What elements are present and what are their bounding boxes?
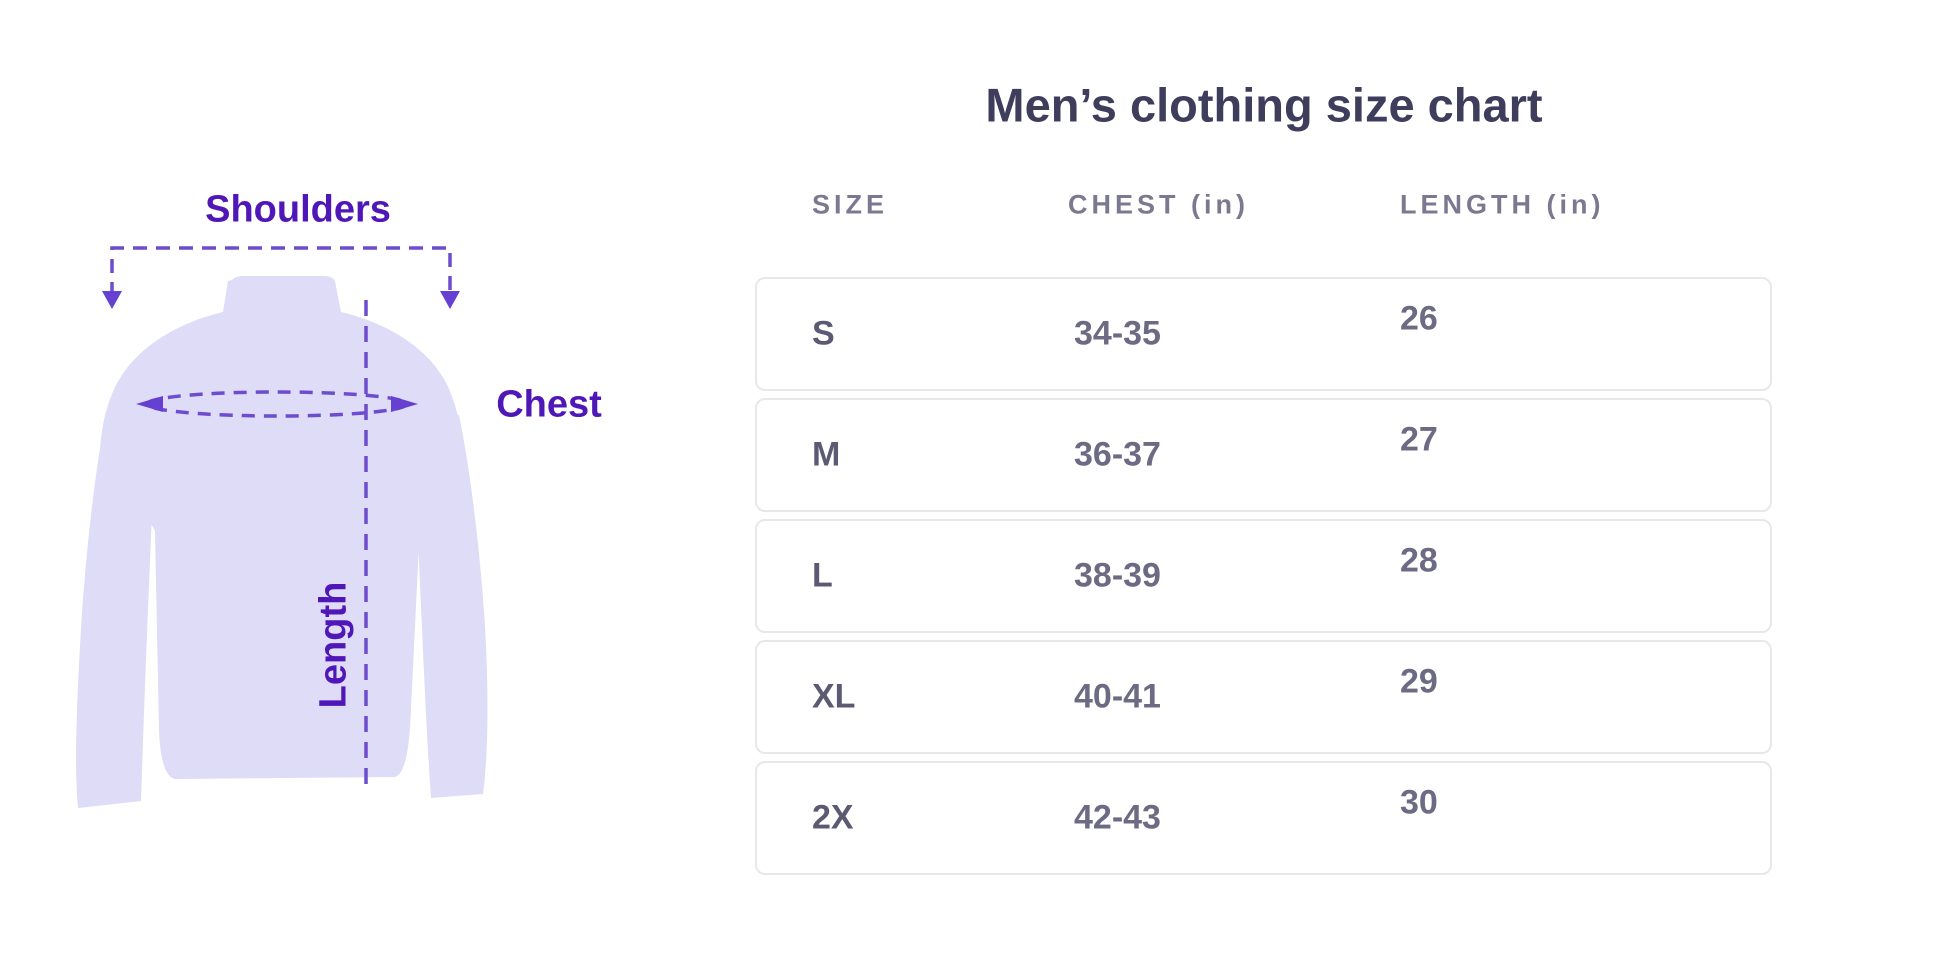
shirt-right-sleeve: [412, 415, 488, 798]
shirt-left-sleeve: [76, 415, 158, 808]
length-cell: 29: [1400, 662, 1438, 701]
table-row: M 36-37 27: [755, 398, 1772, 512]
shirt-body: [99, 276, 466, 779]
column-header-chest: CHEST (in): [1068, 189, 1249, 220]
chest-cell: 38-39: [1074, 556, 1161, 595]
length-label: Length: [312, 581, 355, 709]
table-row: XL 40-41 29: [755, 640, 1772, 754]
size-cell: L: [812, 556, 833, 595]
chest-cell: 40-41: [1074, 677, 1161, 716]
size-cell: XL: [812, 677, 856, 716]
chest-cell: 42-43: [1074, 798, 1161, 837]
shoulders-arrow-right-icon: [440, 291, 460, 309]
length-cell: 27: [1400, 420, 1438, 459]
chest-arrow-left-icon: [136, 396, 163, 412]
column-header-length: LENGTH (in): [1400, 189, 1605, 220]
table-row: L 38-39 28: [755, 519, 1772, 633]
length-cell: 28: [1400, 541, 1438, 580]
chest-label: Chest: [496, 383, 602, 426]
column-header-size: SIZE: [812, 189, 889, 220]
length-cell: 30: [1400, 783, 1438, 822]
chest-cell: 36-37: [1074, 435, 1161, 474]
size-cell: 2X: [812, 798, 854, 837]
size-cell: M: [812, 435, 841, 474]
shoulders-label: Shoulders: [205, 188, 391, 231]
shoulders-measure-line: [110, 246, 452, 296]
size-cell: S: [812, 314, 835, 353]
chest-arrow-right-icon: [391, 396, 418, 412]
shoulders-arrow-left-icon: [102, 291, 122, 309]
table-row: S 34-35 26: [755, 277, 1772, 391]
length-cell: 26: [1400, 299, 1438, 338]
chest-cell: 34-35: [1074, 314, 1161, 353]
table-row: 2X 42-43 30: [755, 761, 1772, 875]
shirt-illustration: [76, 246, 488, 808]
page-title: Men’s clothing size chart: [985, 78, 1543, 132]
